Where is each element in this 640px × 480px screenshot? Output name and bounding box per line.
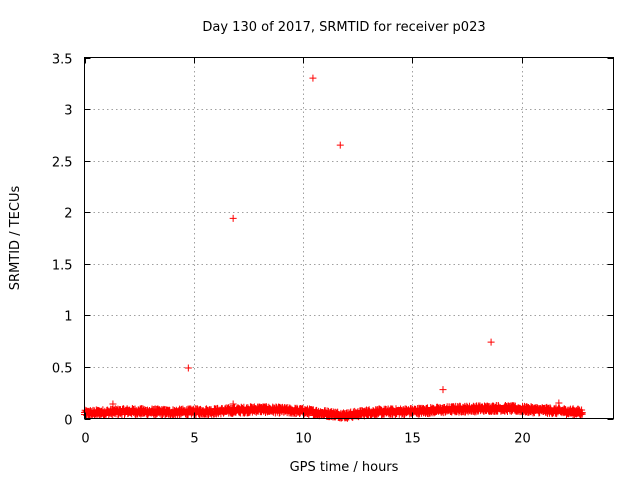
outlier-point bbox=[309, 74, 317, 82]
data-points bbox=[81, 74, 586, 422]
y-tick-label: 2 bbox=[64, 207, 72, 222]
axis-ticks: 0 5 10 15 20 0 0.5 1 1.5 2 2.5 3 3.5 bbox=[52, 53, 614, 447]
plot-frame bbox=[84, 57, 614, 419]
outlier-point bbox=[229, 400, 237, 408]
x-tick-label: 20 bbox=[514, 432, 531, 447]
y-tick-label: 0 bbox=[64, 414, 72, 429]
x-tick-label: 10 bbox=[295, 432, 312, 447]
band-point bbox=[183, 411, 191, 419]
y-tick-label: 1.5 bbox=[52, 259, 73, 274]
y-tick-label: 2.5 bbox=[52, 156, 73, 171]
grid-layer bbox=[84, 57, 614, 419]
y-axis-label: SRMTID / TECUs bbox=[8, 186, 23, 291]
chart-title: Day 130 of 2017, SRMTID for receiver p02… bbox=[202, 20, 485, 35]
x-axis-label: GPS time / hours bbox=[290, 460, 399, 475]
outlier-point bbox=[109, 400, 117, 408]
band-point bbox=[578, 409, 586, 417]
outlier-point bbox=[336, 141, 344, 149]
outlier-point bbox=[555, 399, 563, 407]
outlier-point bbox=[439, 386, 447, 394]
y-tick-label: 3.5 bbox=[52, 53, 73, 68]
x-tick-label: 5 bbox=[190, 432, 198, 447]
outlier-point bbox=[229, 214, 237, 222]
band-point bbox=[553, 410, 561, 418]
y-tick-label: 0.5 bbox=[52, 362, 73, 377]
band-point bbox=[561, 405, 569, 413]
y-tick-label: 1 bbox=[64, 310, 72, 325]
outlier-point bbox=[487, 338, 495, 346]
x-tick-label: 0 bbox=[81, 432, 89, 447]
x-tick-label: 15 bbox=[404, 432, 421, 447]
outlier-point bbox=[184, 364, 192, 372]
y-tick-label: 3 bbox=[64, 104, 72, 119]
